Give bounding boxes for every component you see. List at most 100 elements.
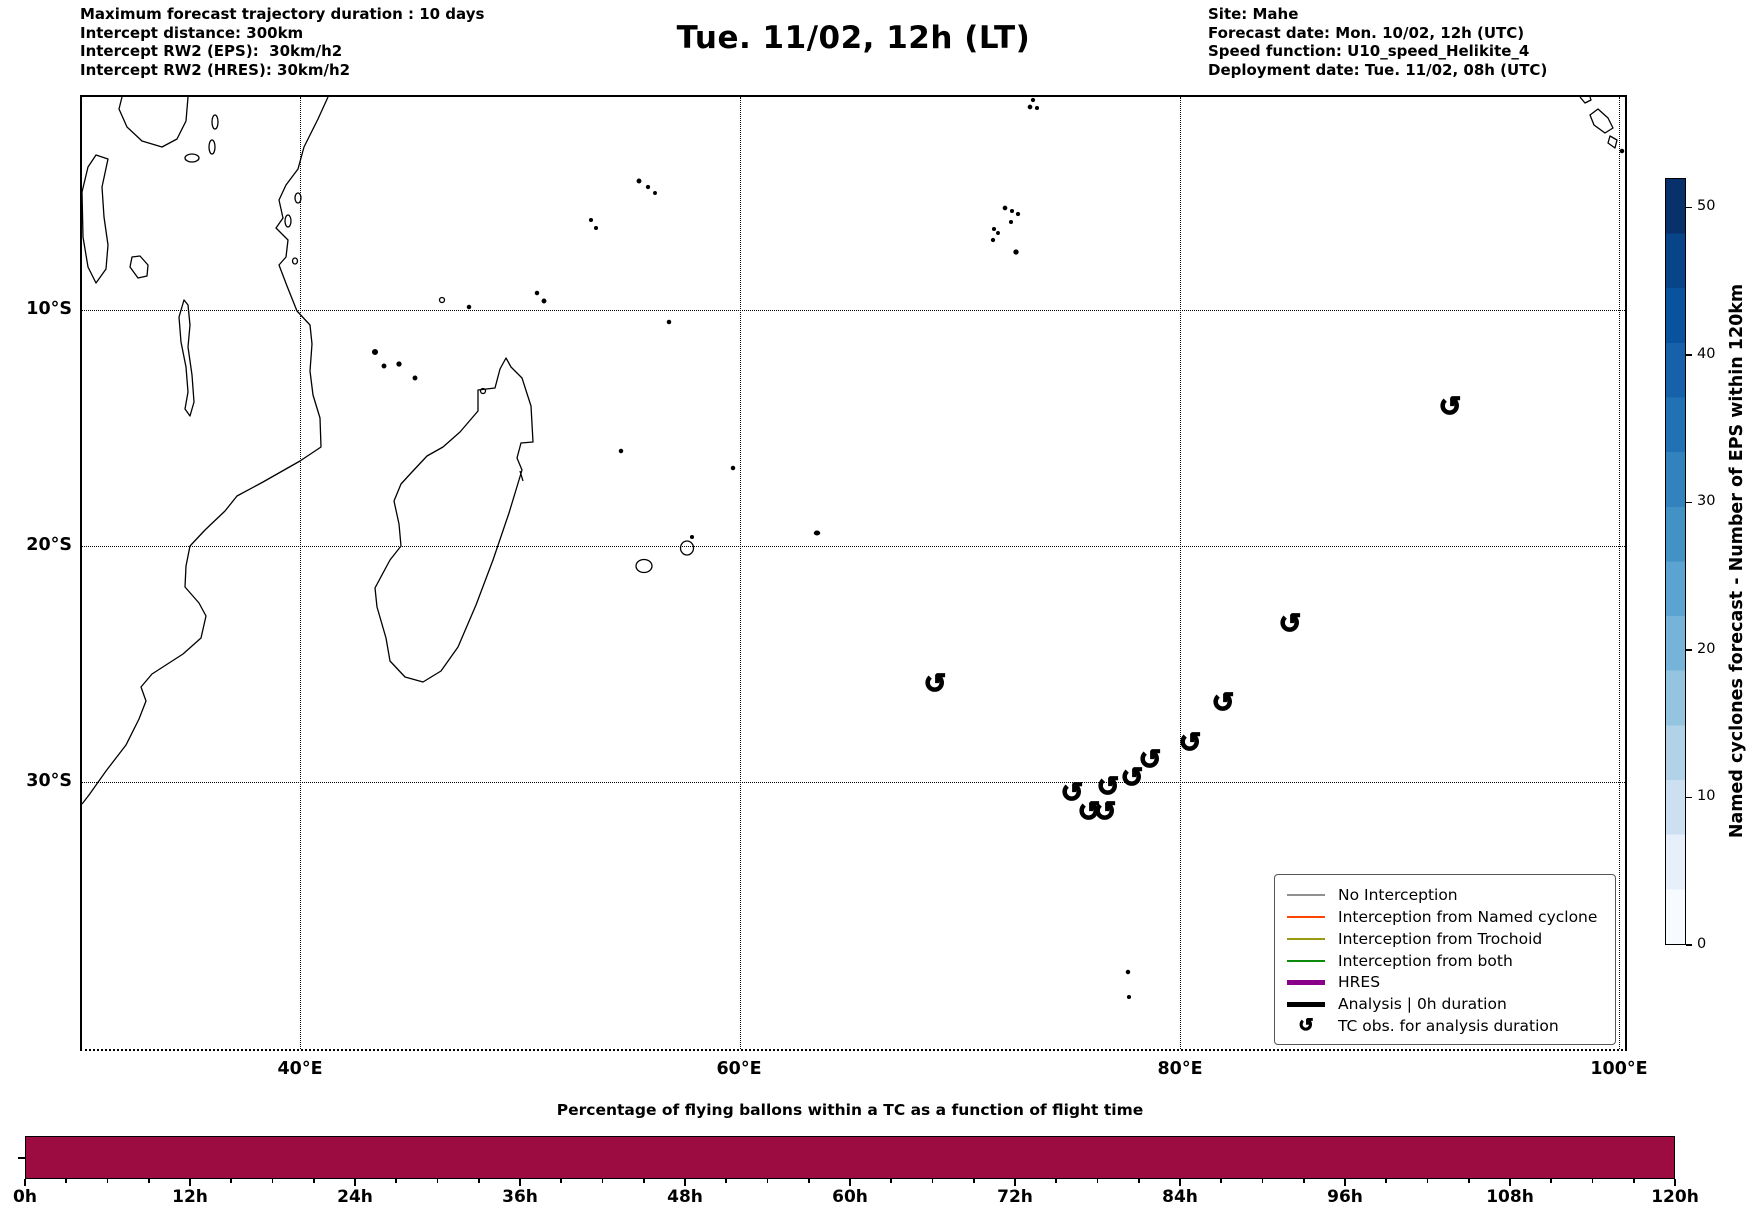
chagos-islet-2 xyxy=(1009,208,1015,214)
legend-line-swatch xyxy=(1287,915,1325,918)
legend-item-label: Analysis | 0h duration xyxy=(1338,995,1507,1014)
x-axis-minor-tick xyxy=(65,1179,68,1183)
reunion-island xyxy=(635,558,653,574)
colorbar-tick-label: 10 xyxy=(1697,788,1716,804)
legend-line xyxy=(1287,915,1325,918)
x-axis-minor-tick xyxy=(601,1179,604,1183)
ytick-10s: 10°S xyxy=(26,299,72,319)
gridline-40e xyxy=(300,97,301,1049)
legend-item: Interception from both xyxy=(1287,950,1605,972)
aldabra-island xyxy=(438,296,446,304)
lake-victoria-outline xyxy=(118,97,189,148)
x-axis-minor-tick xyxy=(1055,1179,1058,1183)
mayotte-island xyxy=(412,375,418,381)
tc-observation-marker: ↺ xyxy=(1060,777,1084,809)
chagos-islet-3 xyxy=(1015,211,1021,217)
x-axis-minor-tick xyxy=(560,1179,563,1183)
legend-line xyxy=(1287,893,1325,896)
pemba-island xyxy=(294,192,302,204)
chagos-islet-6 xyxy=(996,231,1000,235)
st-brandon-island xyxy=(730,465,736,471)
bottom-chart-title: Percentage of flying ballons within a TC… xyxy=(556,1101,1144,1119)
legend-line-swatch xyxy=(1287,979,1325,985)
coastlines-svg xyxy=(82,97,1625,1000)
x-axis-major-tick xyxy=(684,1179,686,1186)
tromelin-island xyxy=(618,448,624,454)
mafia-island xyxy=(291,257,299,265)
x-axis-tick-label: 84h xyxy=(1162,1187,1198,1207)
x-axis-minor-tick xyxy=(106,1179,109,1183)
x-axis-tick-label: 120h xyxy=(1651,1187,1699,1207)
grande-comore-island xyxy=(371,348,379,356)
legend-line xyxy=(1287,1001,1325,1007)
colorbar xyxy=(1665,178,1686,945)
colorbar-tick-mark xyxy=(1686,206,1692,209)
x-axis-minor-tick xyxy=(1426,1179,1429,1183)
providence-island xyxy=(534,290,540,296)
mentawai-island-2 xyxy=(1607,135,1618,149)
x-axis-minor-tick xyxy=(1302,1179,1305,1183)
x-axis-major-tick xyxy=(354,1179,356,1186)
chagos-islet-4 xyxy=(1008,219,1014,225)
x-axis-tick-label: 0h xyxy=(13,1187,37,1207)
x-axis-minor-tick xyxy=(1220,1179,1223,1183)
tc-observation-marker: ↺ xyxy=(1211,687,1235,719)
maldives-islet-1 xyxy=(1030,97,1036,103)
ytick-30s: 30°S xyxy=(26,771,72,791)
x-axis-major-tick xyxy=(519,1179,521,1186)
figure-title: Tue. 11/02, 12h (LT) xyxy=(676,20,1031,56)
x-axis-minor-tick xyxy=(1591,1179,1594,1183)
mentawai-islet xyxy=(1619,148,1625,154)
xtick-40e: 40°E xyxy=(277,1059,323,1079)
farquhar-island xyxy=(541,298,547,304)
lake-tanganyika-outline xyxy=(82,154,109,284)
legend-item: No Interception xyxy=(1287,884,1605,906)
x-axis-minor-tick xyxy=(230,1179,233,1183)
legend-item-label: HRES xyxy=(1338,973,1381,992)
legend-item-label: Interception from both xyxy=(1338,951,1513,970)
st-paul-island xyxy=(1126,994,1132,1000)
x-axis-minor-tick xyxy=(1096,1179,1099,1183)
x-axis-minor-tick xyxy=(972,1179,975,1183)
x-axis-minor-tick xyxy=(1632,1179,1635,1183)
x-axis-major-tick xyxy=(24,1179,26,1186)
madagascar-outline xyxy=(374,357,534,683)
x-axis-major-tick xyxy=(1014,1179,1016,1186)
x-axis-minor-tick xyxy=(1550,1179,1553,1183)
x-axis-minor-tick xyxy=(477,1179,480,1183)
x-axis-minor-tick xyxy=(436,1179,439,1183)
gridline-80e xyxy=(1180,97,1181,1049)
tc-observation-marker: ↺ xyxy=(1077,796,1101,828)
lake-eyasi-outline xyxy=(184,153,200,163)
colorbar-tick-label: 50 xyxy=(1697,198,1716,214)
tc-observation-marker: ↺ xyxy=(1120,762,1144,794)
x-axis-minor-tick xyxy=(890,1179,893,1183)
gridline-20s xyxy=(82,546,1625,547)
x-axis-minor-tick xyxy=(1467,1179,1470,1183)
tc-observation-marker: ↺ xyxy=(1138,744,1162,776)
gridline-100e xyxy=(1619,97,1620,1049)
legend-item: Interception from Trochoid xyxy=(1287,928,1605,950)
legend-item: HRES xyxy=(1287,971,1605,993)
x-axis-tick-label: 72h xyxy=(997,1187,1033,1207)
legend-line-swatch xyxy=(1287,893,1325,896)
x-axis-minor-tick xyxy=(147,1179,150,1183)
x-axis-minor-tick xyxy=(725,1179,728,1183)
colorbar-label: Named cyclones forecast - Number of EPS … xyxy=(1727,283,1747,839)
moheli-island xyxy=(381,363,387,369)
xtick-100e: 100°E xyxy=(1590,1059,1648,1079)
colorbar-tick-mark xyxy=(1686,354,1692,356)
x-axis-major-tick xyxy=(189,1179,191,1186)
tc-observation-marker: ↺ xyxy=(1096,771,1120,803)
x-axis-minor-tick xyxy=(807,1179,810,1183)
colorbar-tick-label: 20 xyxy=(1697,640,1716,657)
legend-line xyxy=(1287,979,1325,985)
colorbar-tick-mark xyxy=(1686,649,1692,651)
colorbar-tick-mark xyxy=(1686,944,1692,946)
bottom-chart-ytick xyxy=(18,1157,25,1159)
legend-item-label: TC obs. for analysis duration xyxy=(1338,1017,1559,1036)
x-axis-tick-label: 36h xyxy=(502,1187,538,1207)
legend-item-label: Interception from Trochoid xyxy=(1338,929,1543,948)
legend-line-swatch xyxy=(1287,937,1325,940)
